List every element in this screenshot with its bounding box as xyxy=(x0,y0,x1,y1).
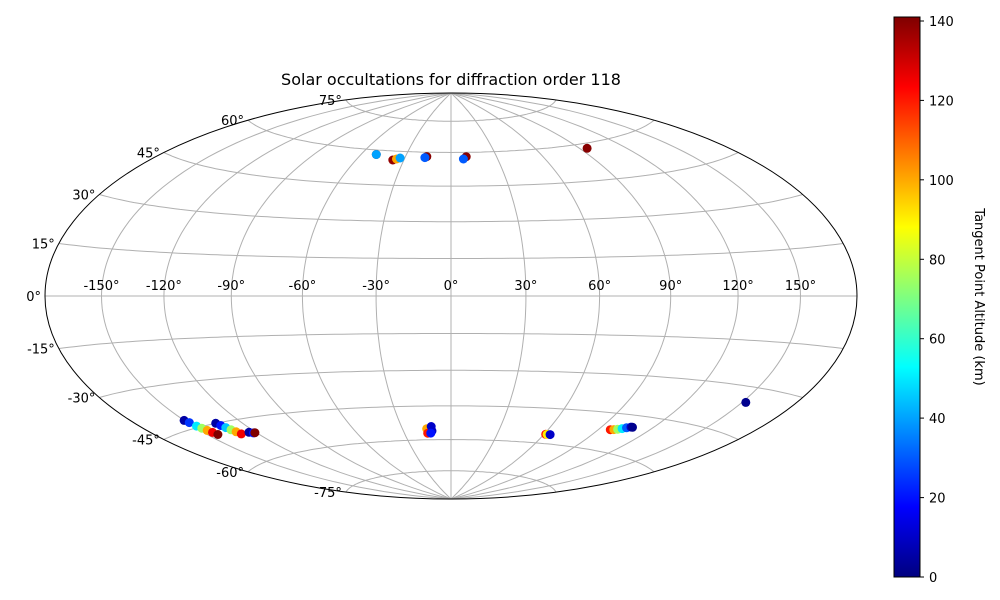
occultation-point xyxy=(458,154,468,164)
occultation-point xyxy=(371,150,381,159)
latitude-tick-label: -75° xyxy=(314,486,342,501)
longitude-tick-label: -150° xyxy=(83,279,119,294)
parallel-line xyxy=(345,99,557,122)
map-grid xyxy=(45,92,857,500)
data-points xyxy=(179,143,751,440)
colorbar-tick-label: 0 xyxy=(929,571,937,586)
occultation-point xyxy=(420,153,430,163)
parallel-line xyxy=(247,438,655,473)
occultation-point xyxy=(582,143,592,153)
latitude-tick-label: -30° xyxy=(68,392,96,407)
occultation-point xyxy=(741,397,751,407)
occultation-point xyxy=(426,428,436,438)
colorbar-tick-label: 40 xyxy=(929,412,946,427)
colorbar-tick-label: 140 xyxy=(929,15,954,30)
occultation-point xyxy=(184,418,194,428)
occultation-point xyxy=(250,428,260,438)
parallel-line xyxy=(163,152,739,187)
parallel-line xyxy=(58,333,844,349)
colorbar-tick-label: 20 xyxy=(929,492,946,507)
longitude-tick-label: 120° xyxy=(722,279,753,294)
longitude-tick-labels: -150° -120° -90° -60° -30° 0° 30° 60° 90° 120° 150… xyxy=(83,279,816,294)
colorbar: 0 20 40 60 80 100 120 140 Tangent Point Altitud… xyxy=(893,15,986,586)
latitude-tick-label: 30° xyxy=(72,189,95,204)
occultation-point xyxy=(395,153,405,163)
latitude-tick-labels: 75° 60° 45° 30° 15° 0° -15° -30° -45° -60° -75° xyxy=(26,94,342,501)
parallel-line xyxy=(99,369,803,398)
longitude-tick-label: 90° xyxy=(659,279,682,294)
longitude-tick-label: 30° xyxy=(514,279,537,294)
occultation-point xyxy=(545,430,555,440)
latitude-tick-label: 75° xyxy=(319,94,342,109)
latitude-tick-label: -15° xyxy=(27,343,55,358)
colorbar-gradient xyxy=(893,16,921,578)
colorbar-ticks: 0 20 40 60 80 100 120 140 xyxy=(920,15,954,586)
occultation-point xyxy=(236,429,246,439)
parallel-line xyxy=(58,243,844,259)
longitude-tick-label: 150° xyxy=(785,279,816,294)
colorbar-tick-label: 120 xyxy=(929,94,954,109)
parallel-line xyxy=(99,194,803,223)
parallel-line xyxy=(345,470,557,493)
occultation-point xyxy=(628,422,637,432)
colorbar-label: Tangent Point Altitude (km) xyxy=(971,207,986,385)
colorbar-tick-label: 80 xyxy=(929,253,946,268)
latitude-tick-label: 45° xyxy=(137,147,160,162)
latitude-tick-label: 0° xyxy=(26,290,41,305)
colorbar-tick-label: 60 xyxy=(929,333,946,348)
longitude-tick-label: -90° xyxy=(217,279,245,294)
chart-title: Solar occultations for diffraction order… xyxy=(281,70,621,89)
latitude-tick-label: 60° xyxy=(221,114,244,129)
parallel-line xyxy=(247,119,655,154)
latitude-tick-label: -60° xyxy=(216,466,244,481)
colorbar-tick-label: 100 xyxy=(929,174,954,189)
map-boundary xyxy=(44,92,858,500)
longitude-tick-label: -30° xyxy=(362,279,390,294)
parallel-line xyxy=(163,405,739,440)
longitude-tick-label: -60° xyxy=(289,279,317,294)
occultation-point xyxy=(213,430,223,439)
longitude-tick-label: 0° xyxy=(444,279,459,294)
latitude-tick-label: 15° xyxy=(32,238,55,253)
longitude-tick-label: -120° xyxy=(146,279,182,294)
latitude-tick-label: -45° xyxy=(132,434,160,449)
longitude-tick-label: 60° xyxy=(588,279,611,294)
